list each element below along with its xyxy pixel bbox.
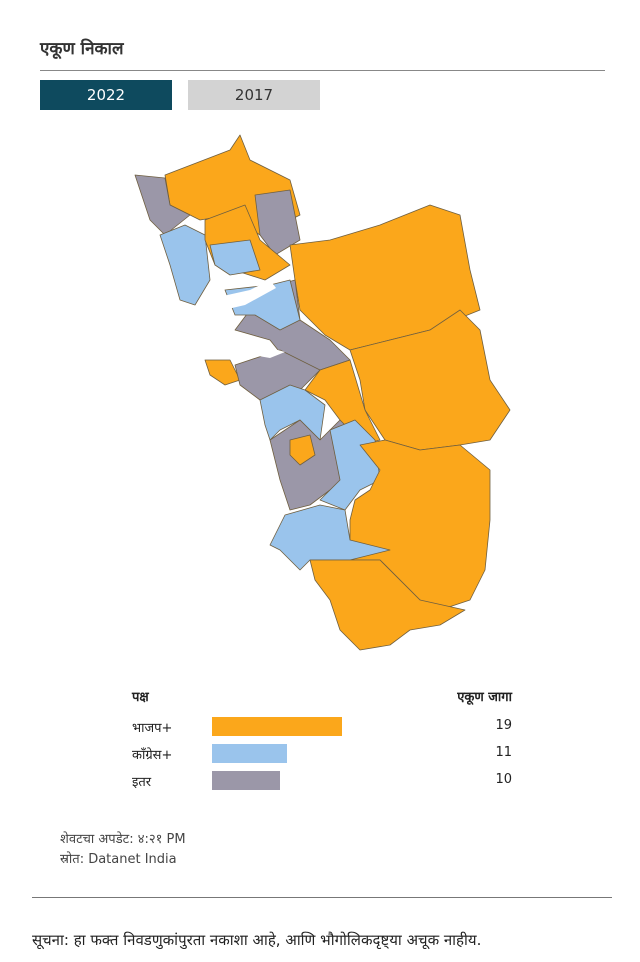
region: [289, 434, 316, 466]
divider: [32, 897, 612, 898]
seat-count: 10: [495, 772, 512, 787]
region: [134, 174, 191, 236]
seat-bar: [212, 744, 288, 763]
table-header: एकूण जागा: [457, 690, 512, 705]
tab[interactable]: 2017: [188, 80, 320, 110]
update-time: शेवटचा अपडेट: ४:२१ PM: [60, 832, 186, 847]
source: स्रोत: Datanet India: [60, 852, 177, 867]
seat-count: 11: [495, 745, 512, 760]
note: सूचना: हा फक्त निवडणुकांपुरता नकाशा आहे,…: [32, 931, 482, 949]
seat-bar: [212, 771, 281, 790]
party-name: भाजप+: [132, 721, 173, 736]
title: एकूण निकाल: [40, 39, 124, 59]
party-name: काँग्रेस+: [132, 748, 173, 763]
constituencies: [134, 134, 511, 651]
region: [204, 359, 241, 386]
region: [349, 309, 511, 451]
river: [215, 340, 285, 358]
region: [254, 189, 301, 256]
region: [159, 224, 211, 306]
region: [309, 559, 466, 651]
region: [209, 239, 261, 276]
seat-count: 19: [495, 718, 512, 733]
region: [319, 419, 381, 511]
divider: [40, 70, 605, 71]
party-name: इतर: [132, 775, 152, 790]
map: [134, 134, 511, 651]
tab-active[interactable]: 2022: [40, 80, 172, 110]
table-header: पक्ष: [132, 690, 149, 705]
seat-bar: [212, 717, 342, 736]
river: [205, 280, 276, 312]
